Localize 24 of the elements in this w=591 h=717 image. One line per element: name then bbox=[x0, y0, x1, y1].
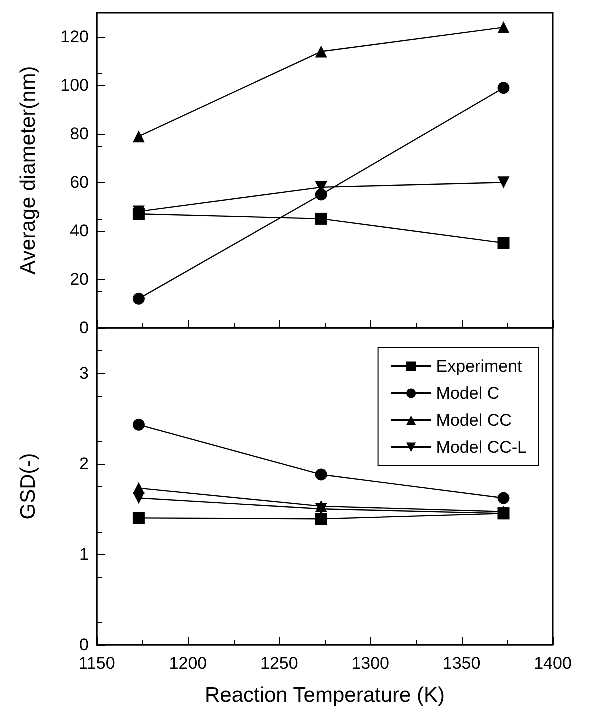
legend-label: Model CC bbox=[436, 411, 512, 430]
y-tick-label: 1 bbox=[80, 544, 89, 564]
x-tick-label: 1400 bbox=[534, 654, 572, 673]
y-tick-label: 120 bbox=[60, 28, 89, 47]
legend-label: Model CC-L bbox=[436, 438, 528, 457]
y-tick-label: 20 bbox=[70, 270, 89, 290]
y-tick-label: 40 bbox=[70, 222, 89, 241]
y-tick-label: 100 bbox=[60, 76, 89, 96]
legend-label: Model C bbox=[436, 384, 500, 403]
x-axis-title: Reaction Temperature (K) bbox=[204, 684, 446, 707]
legend-label: Experiment bbox=[436, 357, 523, 376]
x-tick-label: 1150 bbox=[78, 654, 116, 673]
y-tick-label: 80 bbox=[70, 124, 89, 144]
y-tick-label: 60 bbox=[70, 173, 89, 192]
y-tick-label: 0 bbox=[80, 318, 89, 338]
x-tick-label: 1350 bbox=[442, 654, 481, 673]
x-tick-label: 1300 bbox=[352, 654, 390, 673]
y-tick-label: 2 bbox=[80, 454, 89, 474]
y-tick-label: 3 bbox=[80, 364, 89, 383]
x-tick-label: 1200 bbox=[169, 654, 208, 673]
x-tick-label: 1250 bbox=[260, 654, 298, 673]
y-tick-label: 0 bbox=[80, 636, 89, 654]
y-axis-title: Average diameter(nm) bbox=[17, 66, 40, 275]
y-axis-title: GSD(-) bbox=[17, 453, 40, 520]
